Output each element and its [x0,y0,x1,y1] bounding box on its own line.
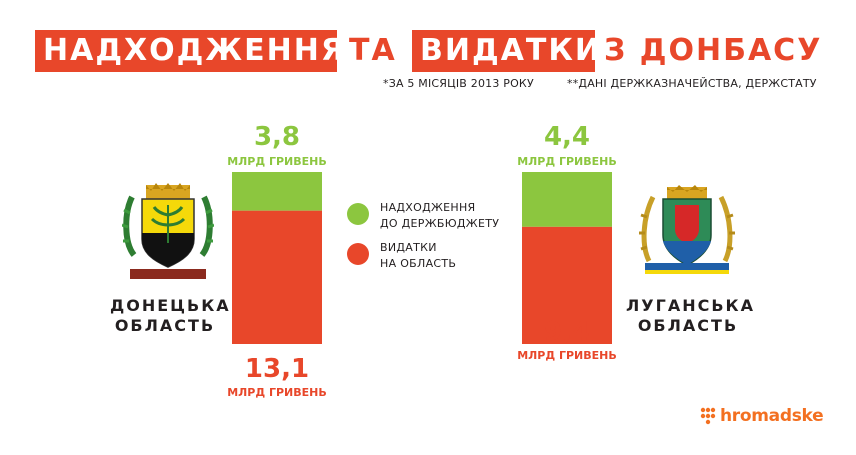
legend-spending-line1: ВИДАТКИ [380,241,437,254]
legend-income-line2: ДО ДЕРЖБЮДЖЕТУ [380,217,500,230]
luhansk-spending-value: 9,4 [544,317,590,347]
donetsk-region-label: ДОНЕЦЬКА ОБЛАСТЬ [110,296,231,336]
luhansk-income-value: 4,4 [544,122,590,152]
donetsk-income-unit: МЛРД ГРИВЕНЬ [227,155,327,168]
donetsk-region-line2: ОБЛАСТЬ [114,316,216,335]
luhansk-income-unit: МЛРД ГРИВЕНЬ [517,155,617,168]
legend-income-line1: НАДХОДЖЕННЯ [380,201,476,214]
hromadske-logo-icon [700,407,716,425]
luhansk-income-bar [522,172,612,227]
luhansk-spending-bar [522,226,612,344]
legend-income-swatch [347,203,369,225]
title-spending: ВИДАТКИ [412,30,600,72]
luhansk-region-label: ЛУГАНСЬКА ОБЛАСТЬ [626,296,755,336]
legend-spending-line2: НА ОБЛАСТЬ [380,257,457,270]
hromadske-logo-text: hromadske [720,406,824,426]
luhansk-region-line1: ЛУГАНСЬКА [626,296,755,315]
donetsk-spending-bar [232,210,322,344]
donetsk-income-value: 3,8 [254,122,300,152]
luhansk-coat-of-arms-icon [639,185,735,274]
page-title: НАДХОДЖЕННЯ ТА ВИДАТКИ З ДОНБАСУ [0,30,856,72]
title-income: НАДХОДЖЕННЯ [35,30,344,72]
legend-income-label: НАДХОДЖЕННЯ ДО ДЕРЖБЮДЖЕТУ [380,200,499,232]
legend-spending-swatch [347,243,369,265]
title-and: ТА [349,33,397,68]
donetsk-coat-of-arms-icon [122,183,214,279]
luhansk-region-line2: ОБЛАСТЬ [637,316,739,335]
footnote-period: *ЗА 5 МІСЯЦІВ 2013 РОКУ [383,77,534,90]
donetsk-spending-value: 13,1 [245,354,309,384]
legend-spending-label: ВИДАТКИ НА ОБЛАСТЬ [380,240,456,272]
footnote-source: **ДАНІ ДЕРЖКАЗНАЧЕЙСТВА, ДЕРЖСТАТУ [567,77,817,90]
donetsk-region-line1: ДОНЕЦЬКА [110,296,231,315]
donetsk-income-bar [232,172,322,211]
title-from-donbas: З ДОНБАСУ [604,33,823,68]
donetsk-spending-unit: МЛРД ГРИВЕНЬ [227,386,327,399]
luhansk-spending-unit: МЛРД ГРИВЕНЬ [517,349,617,362]
